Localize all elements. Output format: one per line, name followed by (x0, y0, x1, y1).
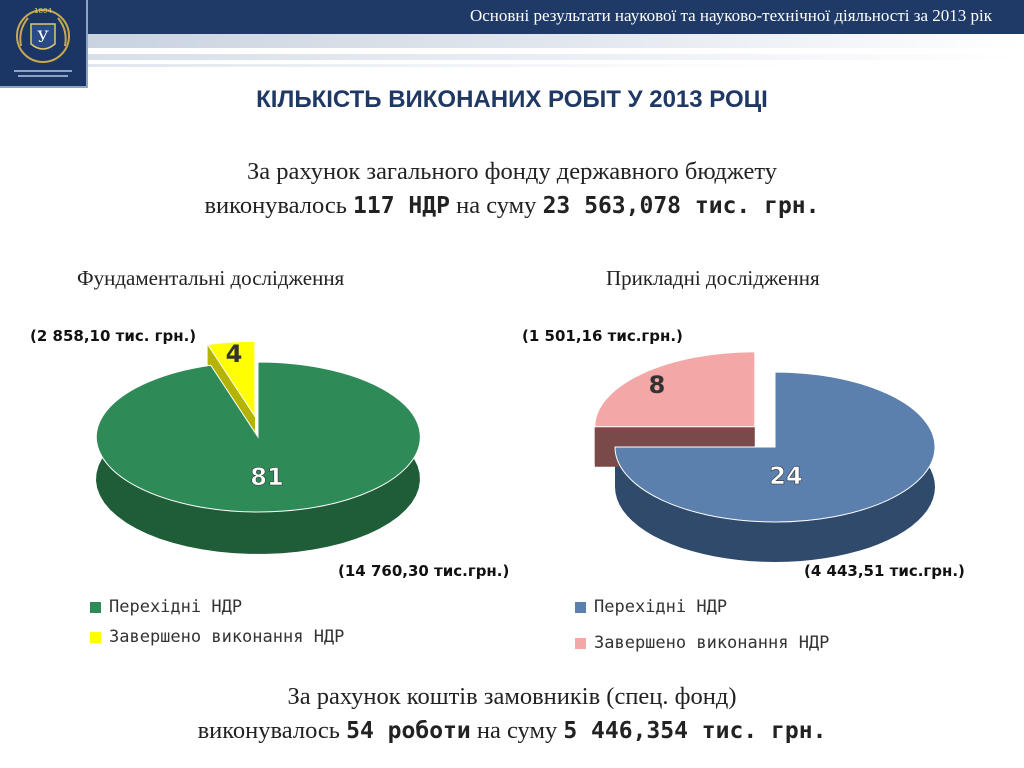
header-stripe (88, 64, 788, 67)
chart-1-legend: Перехідні НДР Завершено виконання НДР (90, 592, 344, 652)
header-stripe (88, 34, 1024, 48)
legend-label: Завершено виконання НДР (109, 627, 345, 647)
legend-swatch (575, 601, 586, 613)
legend-item: Перехідні НДР (575, 592, 829, 622)
svg-text:У: У (37, 27, 49, 46)
header-bar: Основні результати наукової та науково-т… (0, 0, 1024, 90)
pie-slice-label: 8 (649, 371, 666, 399)
pie-slice (206, 340, 256, 418)
pie-slice (95, 361, 421, 513)
pie-slice-label: 24 (769, 462, 802, 490)
chart-2-legend: Перехідні НДР Завершено виконання НДР (575, 592, 829, 658)
chart-2-title: Прикладні дослідження (606, 266, 820, 290)
outro-text: виконувалось (197, 717, 347, 744)
intro-text: виконувалось (204, 192, 354, 219)
legend-swatch (90, 601, 101, 613)
chart-1-title: Фундаментальні дослідження (77, 266, 345, 290)
intro-line-2: виконувалось 117 НДР на суму 23 563,078 … (0, 189, 1024, 223)
legend-label: Завершено виконання НДР (594, 633, 830, 653)
legend-label: Перехідні НДР (109, 597, 243, 617)
chart-2-amount-ongoing: (4 443,51 тис.грн.) (804, 562, 965, 580)
legend-label: Перехідні НДР (594, 597, 728, 617)
outro-line-1: За рахунок коштів замовників (спец. фонд… (287, 683, 737, 710)
pie-slice-label: 4 (226, 340, 243, 368)
outro-count: 54 роботи (346, 718, 471, 744)
legend-item: Перехідні НДР (90, 592, 344, 622)
legend-item: Завершено виконання НДР (575, 628, 829, 658)
page-title: КІЛЬКІСТЬ ВИКОНАНИХ РОБІТ У 2013 РОЦІ (256, 86, 768, 113)
pie-slice (614, 371, 936, 523)
chart-1-amount-completed: (2 858,10 тис. грн.) (30, 327, 197, 345)
header-band (88, 0, 1024, 34)
outro-line-2: виконувалось 54 роботи на суму 5 446,354… (0, 714, 1024, 748)
chart-2-amount-completed: (1 501,16 тис.грн.) (522, 327, 683, 345)
university-logo: У 1804 (0, 0, 88, 88)
chart-1-amount-ongoing: (14 760,30 тис.грн.) (338, 562, 510, 580)
intro-sum: 23 563,078 тис. грн. (542, 193, 820, 219)
outro-sum: 5 446,354 тис. грн. (563, 718, 827, 744)
legend-swatch (90, 631, 101, 643)
legend-swatch (575, 637, 586, 649)
header-stripe (88, 54, 1024, 60)
header-title: Основні результати наукової та науково-т… (469, 6, 992, 25)
pie-slice (594, 351, 756, 428)
intro-paragraph: За рахунок загального фонду державного б… (0, 155, 1024, 223)
intro-line-1: За рахунок загального фонду державного б… (247, 158, 777, 185)
university-emblem-icon: У 1804 (14, 7, 72, 77)
intro-count: 117 НДР (353, 193, 450, 219)
outro-paragraph: За рахунок коштів замовників (спец. фонд… (0, 680, 1024, 748)
pie-slice-label: 81 (250, 463, 283, 491)
svg-text:1804: 1804 (34, 7, 52, 15)
legend-item: Завершено виконання НДР (90, 622, 344, 652)
outro-text: на суму (470, 717, 564, 744)
intro-text: на суму (449, 192, 543, 219)
